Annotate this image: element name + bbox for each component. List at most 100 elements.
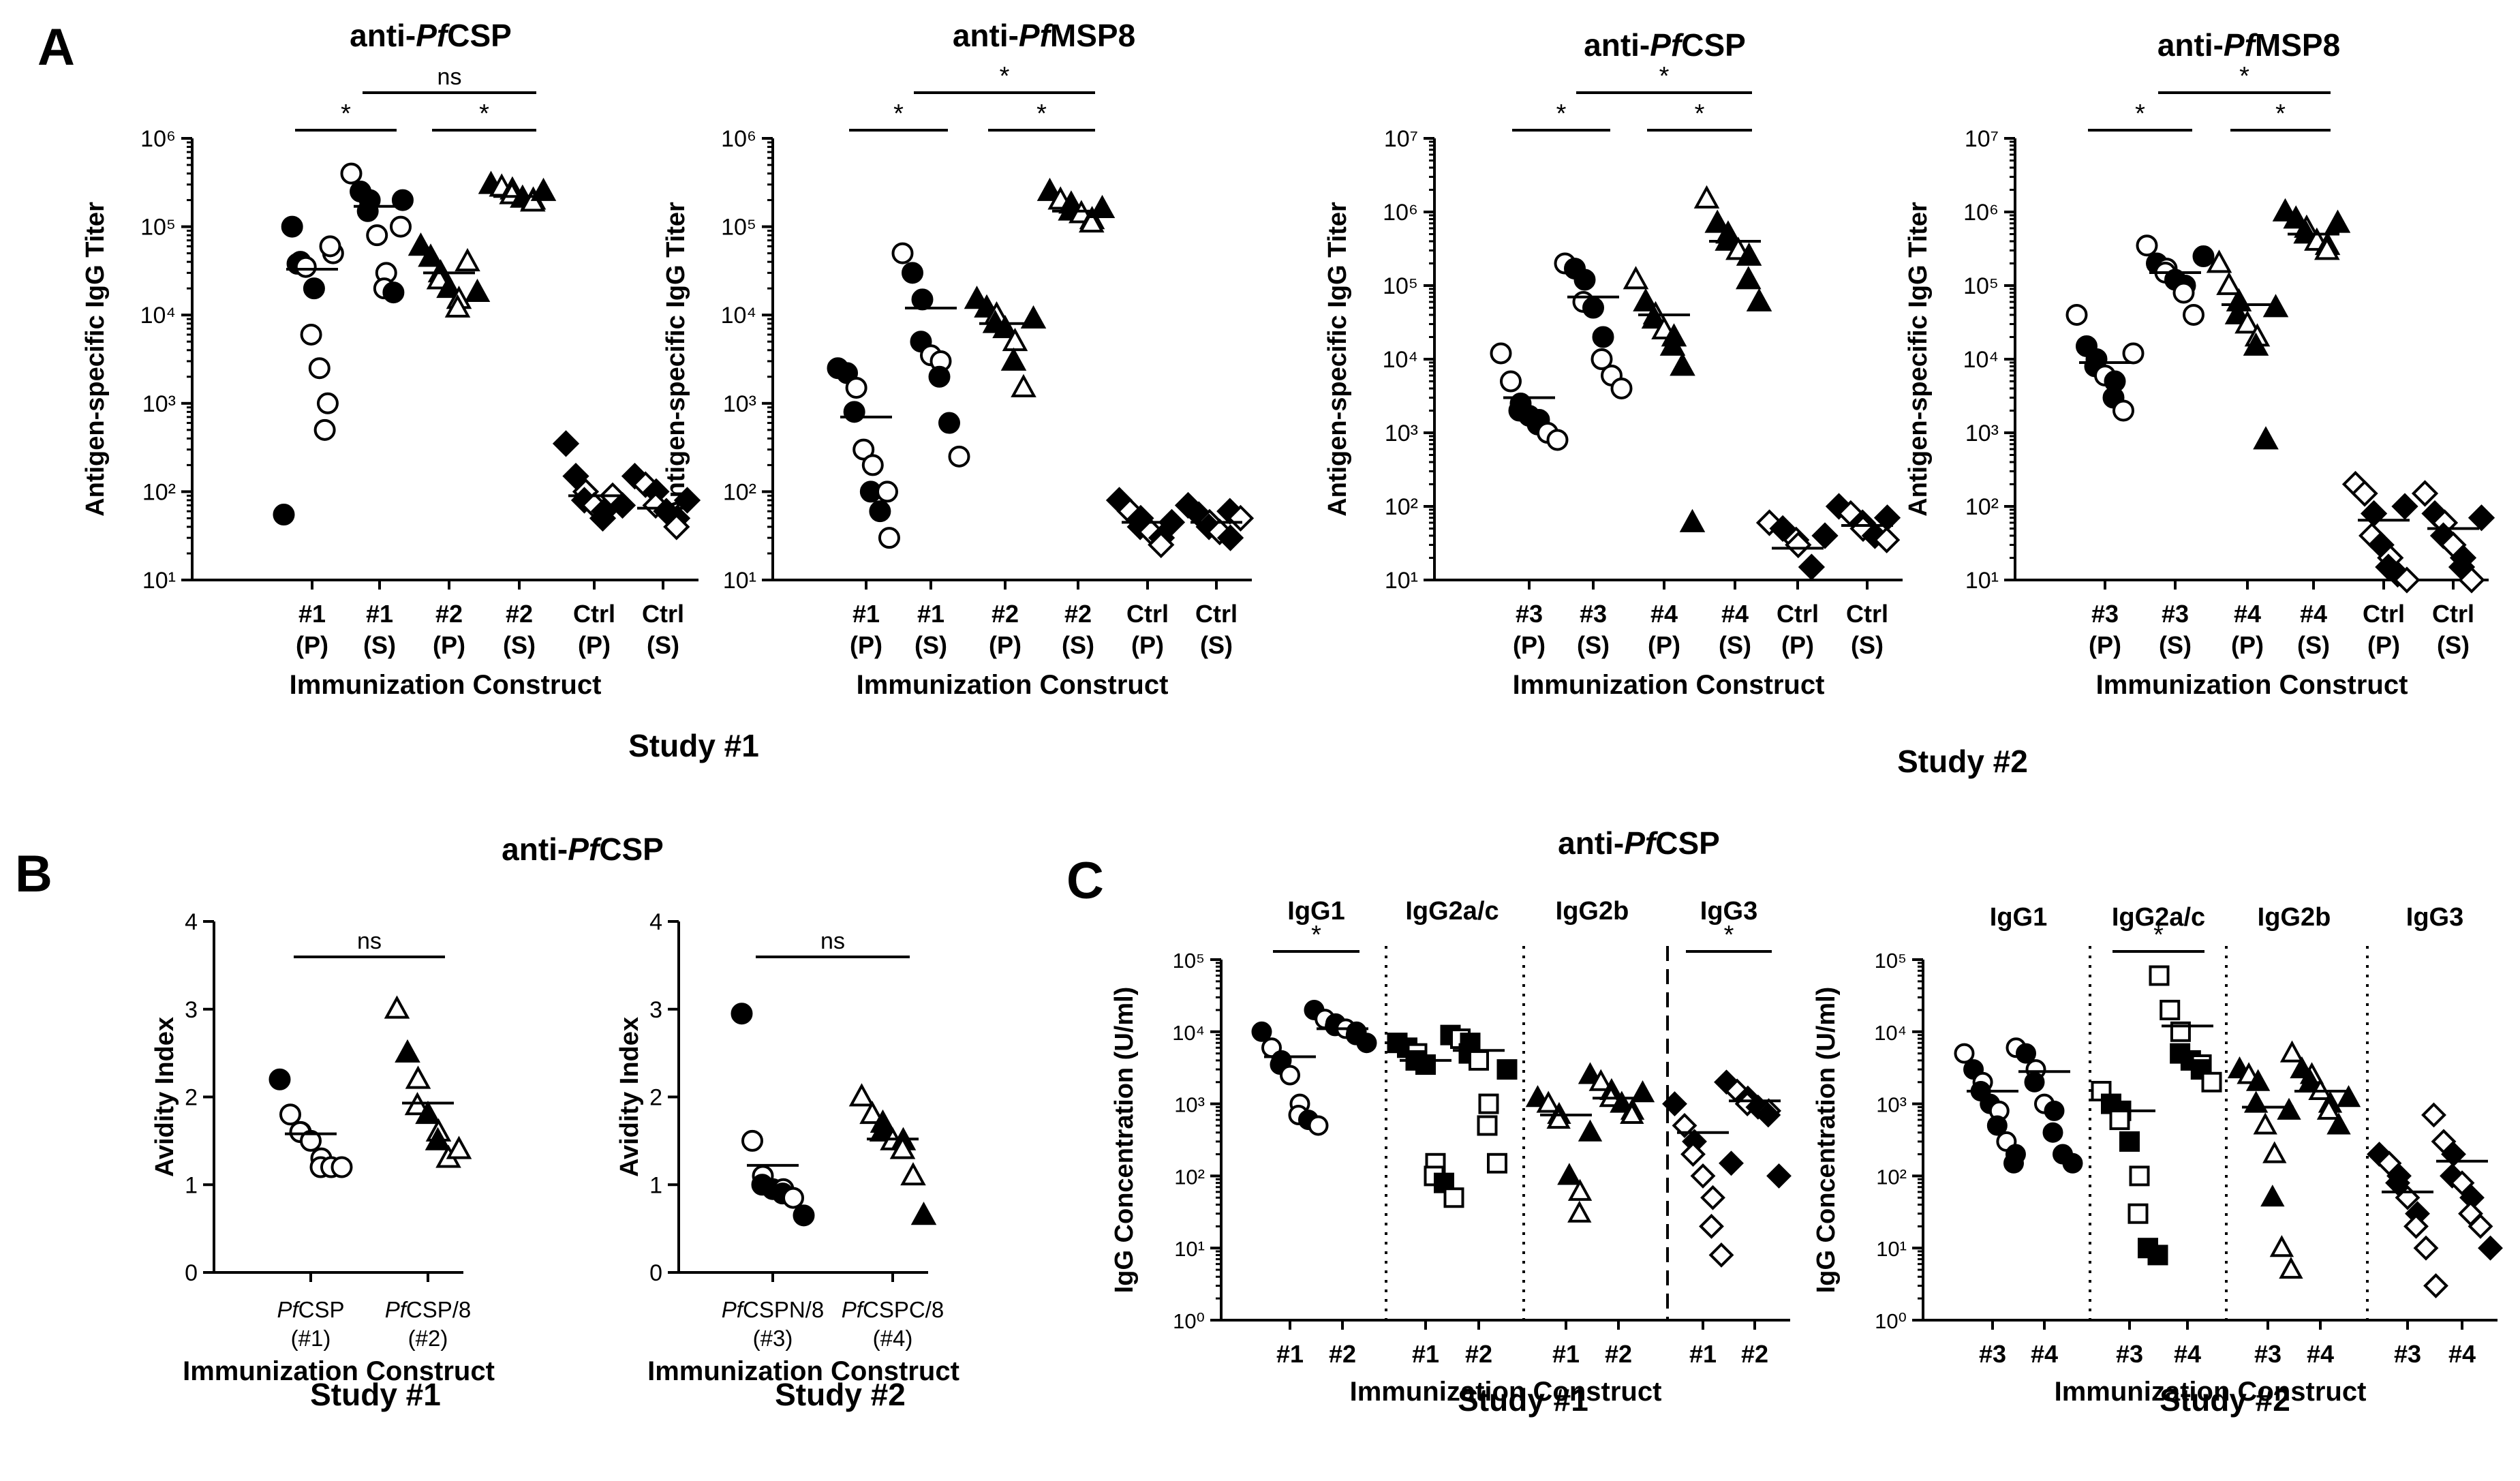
data-point: [1079, 209, 1105, 233]
significance-label: *: [341, 100, 351, 128]
subclass-label: IgG2b: [1556, 897, 1629, 926]
data-point: [869, 500, 891, 523]
title-italic: Pf: [416, 18, 450, 53]
data-point: [1715, 227, 1740, 251]
x-tick-label: #1: [1412, 1340, 1439, 1368]
data-point: [1736, 242, 1762, 266]
data-point: [313, 418, 336, 441]
significance-label: *: [2153, 921, 2164, 949]
data-point: [2136, 234, 2158, 257]
data-point: [1578, 1119, 1603, 1142]
chart-title: anti-PfMSP8: [2157, 27, 2340, 63]
x-tick-label-italic: Pf: [277, 1297, 301, 1322]
data-point: [1746, 288, 1772, 311]
data-point: [1487, 1152, 1507, 1174]
data-point: [2253, 426, 2279, 450]
data-point: [2016, 1043, 2036, 1064]
x-tick-label: PfCSPN/8: [722, 1297, 824, 1322]
x-axis-label: Immunization Construct: [183, 1356, 495, 1386]
data-point: [845, 376, 867, 399]
title-italic: Pf: [568, 831, 602, 867]
study2-label-c: Study #2: [2160, 1382, 2290, 1418]
y-tick-label: 10⁶: [1383, 200, 1418, 226]
x-tick-label: Ctrl: [1126, 600, 1169, 628]
x-tick-label-text: CSP/8: [406, 1297, 471, 1322]
title-suffix: CSP: [1655, 825, 1720, 861]
data-point: [731, 1003, 753, 1025]
data-point: [1798, 553, 1826, 581]
x-tick-label: #1: [1276, 1340, 1304, 1368]
data-point: [1610, 1090, 1634, 1113]
data-point: [2122, 342, 2145, 365]
x-tick-label: #2: [1465, 1340, 1492, 1368]
y-tick-label: 1: [185, 1172, 198, 1198]
data-point: [2192, 245, 2215, 268]
data-point: [1036, 177, 1063, 201]
y-tick-label: 2: [649, 1085, 662, 1111]
data-point: [340, 162, 363, 185]
data-point: [1672, 1113, 1697, 1138]
data-point: [268, 1068, 291, 1090]
y-tick-label: 10⁴: [140, 303, 176, 329]
x-tick-label: #4: [2448, 1340, 2476, 1368]
data-point: [2243, 332, 2269, 356]
data-point: [673, 487, 701, 514]
x-tick-label-sub: (P): [1513, 631, 1546, 659]
data-point: [408, 232, 434, 256]
data-point: [1986, 1115, 2008, 1136]
y-tick-label: 10¹: [723, 568, 756, 594]
significance-label: *: [2135, 100, 2145, 128]
x-tick-label: #1: [852, 600, 880, 628]
data-point: [2478, 1235, 2503, 1261]
data-point: [1766, 1163, 1792, 1189]
significance-label: ns: [437, 64, 462, 90]
panel-label-c: C: [1066, 852, 1104, 910]
data-point: [2024, 1071, 2045, 1093]
y-tick-label: 10⁷: [1965, 126, 1999, 152]
x-axis-label: Immunization Construct: [2055, 1377, 2367, 1407]
y-tick-label: 10¹: [1965, 568, 1999, 594]
data-point: [1719, 1150, 1744, 1176]
data-point: [928, 365, 951, 388]
x-tick-label: #2: [1741, 1340, 1768, 1368]
data-point: [891, 242, 914, 264]
data-point: [2109, 1110, 2130, 1131]
data-point: [859, 1100, 885, 1125]
data-point: [2468, 1213, 2493, 1239]
title-prefix: anti-: [350, 18, 416, 53]
x-tick-label: Ctrl: [642, 600, 684, 628]
data-point: [308, 357, 331, 380]
data-point: [1578, 1062, 1603, 1084]
data-point: [1477, 1115, 1498, 1136]
y-tick-label: 10²: [1965, 494, 1999, 520]
y-tick-label: 10⁵: [1963, 273, 1999, 299]
data-point: [1679, 508, 1706, 532]
y-tick-label: 10²: [142, 479, 176, 505]
y-tick-label: 4: [185, 909, 198, 935]
y-tick-label: 10³: [1174, 1093, 1205, 1117]
y-tick-label: 10²: [723, 479, 756, 505]
x-tick-label: Ctrl: [2432, 600, 2474, 628]
data-point: [294, 256, 317, 278]
x-axis-label: Immunization Construct: [2096, 670, 2408, 700]
title-suffix: MSP8: [1050, 18, 1135, 53]
data-point: [889, 1135, 916, 1159]
data-point: [1873, 504, 1901, 532]
data-point: [436, 274, 462, 299]
y-axis-label: Antigen-specific IgG Titer: [1323, 202, 1352, 517]
data-point: [1811, 522, 1839, 549]
data-point: [2385, 1170, 2410, 1196]
y-tick-label: 10⁵: [721, 215, 756, 241]
data-point: [2277, 1097, 2301, 1120]
y-tick-label: 10⁴: [1874, 1021, 1907, 1045]
title-suffix: MSP8: [2255, 27, 2340, 63]
x-tick-label-sub: (S): [363, 631, 396, 659]
data-point: [2147, 1245, 2168, 1266]
title-italic: Pf: [1019, 18, 1054, 53]
data-point: [2279, 1040, 2305, 1063]
data-point: [663, 513, 690, 540]
data-point: [2449, 1170, 2475, 1196]
data-point: [1954, 1043, 1975, 1064]
data-point: [2324, 209, 2351, 233]
significance-label: ns: [820, 928, 845, 954]
